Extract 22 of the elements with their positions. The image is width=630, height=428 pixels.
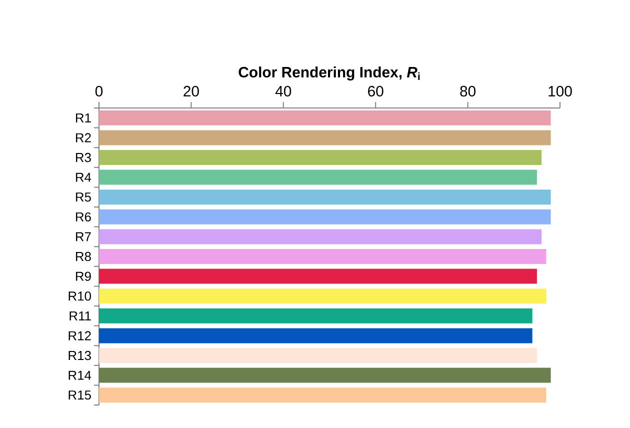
y-tick-label: R1 [76,113,91,122]
y-tick-label: R15 [68,390,91,400]
y-tick-label: R13 [68,350,91,360]
y-tick-label: R5 [76,192,91,202]
y-tick-label: R12 [68,331,91,340]
x-tick-label: 40 [275,86,292,96]
y-tick-label: R9 [76,272,91,281]
x-tick-label: 80 [460,86,476,96]
y-tick-label: R6 [76,212,91,222]
y-tick-label: R14 [68,370,92,380]
y-tick-label: R2 [76,133,91,142]
x-tick-label: 0 [95,86,103,96]
y-tick-label: R7 [76,232,91,242]
y-tick-label: R3 [76,152,91,162]
x-tick-label: 60 [368,86,384,96]
x-tick-label: 20 [184,86,199,96]
chart-title: Color Rendering Index, R$_{i}$ [238,66,420,81]
y-tick-label: R11 [70,311,91,320]
x-tick-label: 100 [548,86,572,96]
y-tick-label: R4 [76,172,92,182]
y-tick-label: R8 [76,252,91,262]
y-tick-label: R10 [68,292,91,301]
